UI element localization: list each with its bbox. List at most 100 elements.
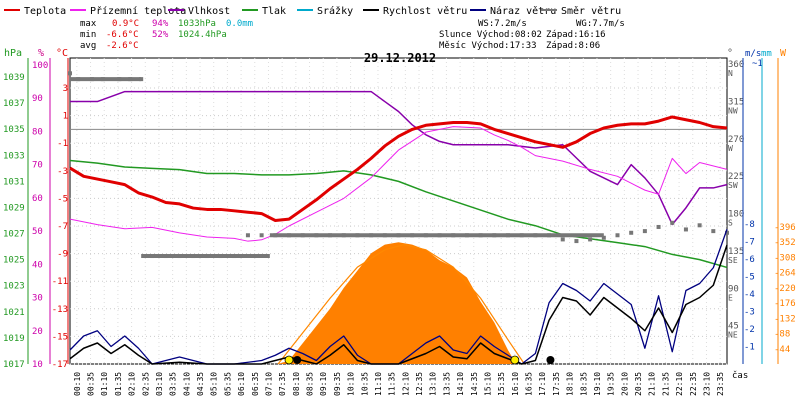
stat-value: 1033hPa <box>178 19 216 29</box>
legend-label: Vlhkost <box>188 6 230 17</box>
x-tick: 14:35 <box>470 372 479 396</box>
smer-point <box>656 224 661 229</box>
legend-label: Přízemní teplota <box>90 5 186 17</box>
stat-value: 94% <box>152 19 169 29</box>
temperature-tick: -13 <box>52 305 68 315</box>
x-axis-label: čas <box>732 370 748 381</box>
series-slunce <box>278 242 517 364</box>
humidity-tick: 80 <box>32 127 43 137</box>
direction-tick: 270 <box>728 135 744 145</box>
pressure-tick: 1017 <box>3 360 25 370</box>
direction-tick: 315 <box>728 97 744 107</box>
series-rychlost <box>69 244 728 365</box>
solar-unit: W <box>780 48 787 59</box>
direction-label: N <box>728 69 733 78</box>
series-pocitova <box>69 126 728 242</box>
solar-tick: -44 <box>774 345 790 355</box>
pressure-tick: 1027 <box>3 230 25 240</box>
smer-point <box>615 233 620 238</box>
series-slunce-teoreticke <box>277 244 525 365</box>
series-tlak <box>69 159 728 269</box>
legend-label: Náraz větru <box>490 5 556 17</box>
x-tick: 04:10 <box>182 372 191 396</box>
x-tick: 23:10 <box>702 372 711 396</box>
pressure-tick: 1029 <box>3 203 25 213</box>
wind-tick: -5 <box>744 273 755 283</box>
stats-panel: max 0.9°C 94% 1033hPa 0.0mm min -6.6°C 52% 1024.… <box>80 19 625 51</box>
x-tick: 10:35 <box>360 372 369 396</box>
smer-point <box>725 230 729 235</box>
legend-label: Tlak <box>262 6 286 17</box>
x-tick: 03:35 <box>169 372 178 396</box>
humidity-tick: 60 <box>32 194 43 204</box>
pressure-tick: 1039 <box>3 73 25 83</box>
direction-label: NE <box>728 331 738 340</box>
smer-point <box>245 233 250 238</box>
sunrise-marker <box>284 355 294 365</box>
direction-label: NW <box>728 106 738 115</box>
x-tick: 01:35 <box>114 372 123 396</box>
direction-tick: 90 <box>728 284 739 294</box>
x-tick: 11:35 <box>388 372 397 396</box>
smer-point <box>68 71 72 76</box>
solar-tick: -88 <box>774 330 790 340</box>
temperature-unit: °C <box>56 48 68 59</box>
legend-label: Rychlost větru <box>383 5 467 17</box>
smer-point <box>642 229 647 234</box>
direction-label: E <box>728 293 733 302</box>
stat-value: avg <box>80 41 96 51</box>
temperature-tick: -11 <box>52 277 68 287</box>
wind-tick: -8 <box>744 220 755 230</box>
stat-ws: WS:7.2m/s <box>478 19 527 29</box>
smer-point <box>574 239 579 244</box>
x-tick: 21:10 <box>648 372 657 396</box>
solar-tick: -264 <box>774 269 796 279</box>
axes: hPa1039103710351033103110291027102510231… <box>3 48 796 396</box>
stat-value: max <box>80 19 97 29</box>
smer-point <box>670 220 675 225</box>
humidity-tick: 50 <box>32 227 43 237</box>
x-tick: 12:10 <box>401 372 410 396</box>
stat-sunset: Západ:16:16 <box>546 30 606 40</box>
temperature-tick: 3 <box>63 84 68 94</box>
direction-tick: 360 <box>728 60 744 70</box>
moonset-marker <box>293 356 302 364</box>
direction-tick: 45 <box>728 322 739 332</box>
x-tick: 19:10 <box>593 372 602 396</box>
smer-point <box>259 233 264 238</box>
temperature-tick: -17 <box>52 360 68 370</box>
pressure-tick: 1031 <box>3 177 25 187</box>
x-tick: 07:35 <box>278 372 287 396</box>
pressure-tick: 1019 <box>3 334 25 344</box>
stat-moonset: Západ:8:06 <box>546 41 600 51</box>
temperature-tick: 1 <box>63 112 68 122</box>
smer-point <box>588 237 593 242</box>
humidity-unit: % <box>38 48 44 59</box>
x-tick: 04:35 <box>196 372 205 396</box>
humidity-tick: 70 <box>32 161 43 171</box>
x-tick: 05:35 <box>223 372 232 396</box>
series-vlhkost <box>70 90 728 226</box>
rain-unit: mm <box>761 49 772 59</box>
wind-unit: m/s <box>745 49 761 59</box>
stat-moonrise: Měsíc Východ:17:33 <box>439 41 537 51</box>
humidity-tick: 100 <box>32 61 48 71</box>
temperature-tick: -5 <box>57 194 68 204</box>
sunset-marker <box>510 355 520 365</box>
wind-tick: -2 <box>744 325 755 335</box>
x-tick: 12:35 <box>415 372 424 396</box>
x-tick: 11:10 <box>374 372 383 396</box>
x-tick: 06:35 <box>251 372 260 396</box>
series-group <box>68 71 729 365</box>
x-tick: 20:10 <box>620 372 629 396</box>
x-tick: 18:35 <box>579 372 588 396</box>
solar-tick: -308 <box>774 253 796 263</box>
direction-label: SE <box>728 256 738 265</box>
x-tick: 16:10 <box>511 372 520 396</box>
solar-tick: -352 <box>774 238 796 248</box>
series-teplota <box>69 115 728 222</box>
x-tick: 05:10 <box>210 372 219 396</box>
x-tick: 18:10 <box>566 372 575 396</box>
legend: Teplota Přízemní teplota Vlhkost Tlak Srážky… <box>4 5 621 17</box>
